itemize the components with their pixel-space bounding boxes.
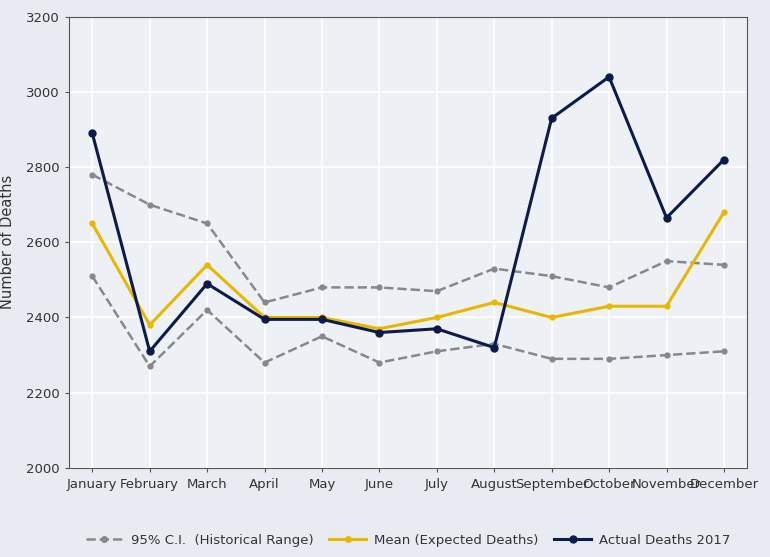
- Legend: 95% C.I.  (Historical Range), Mean (Expected Deaths), Actual Deaths 2017: 95% C.I. (Historical Range), Mean (Expec…: [81, 529, 735, 553]
- Y-axis label: Number of Deaths: Number of Deaths: [0, 175, 15, 310]
